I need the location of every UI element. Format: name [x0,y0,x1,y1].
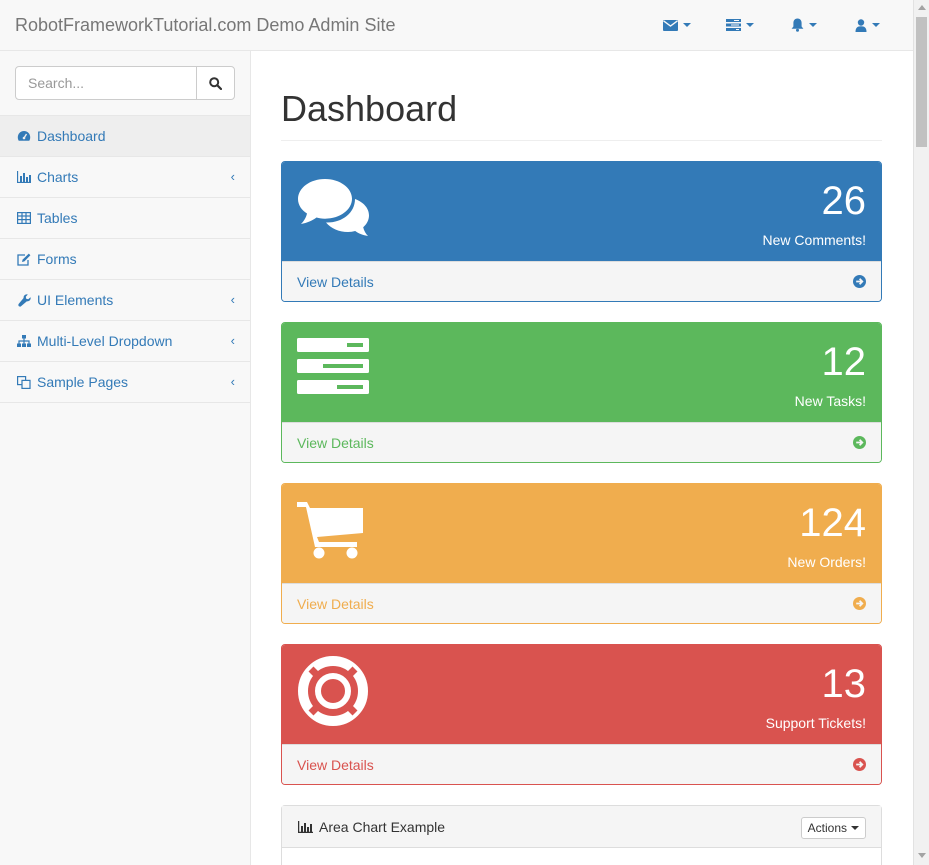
sidebar-item-label: Sample Pages [37,374,129,390]
view-details-link[interactable]: View Details [282,744,881,784]
files-icon [17,375,31,389]
messages-dropdown[interactable] [663,17,691,33]
sidebar-item-label: Forms [37,251,77,267]
bell-icon [791,18,804,32]
chevron-down-icon [809,23,817,27]
comments-panel: 26 New Comments! View Details [281,161,882,302]
view-details-text: View Details [297,756,374,773]
sidebar-item-multi-level-dropdown[interactable]: Multi-Level Dropdown ‹ [0,321,250,362]
arrow-circle-right-icon [853,275,866,288]
page-scrollbar[interactable] [913,0,929,865]
tasks-panel: 12 New Tasks! View Details [281,322,882,463]
sidebar-item-label: Tables [37,210,78,226]
shopping-cart-icon [297,502,363,559]
user-dropdown[interactable] [855,17,880,33]
view-details-text: View Details [297,273,374,290]
page-title: Dashboard [281,88,458,129]
brand-title[interactable]: RobotFrameworkTutorial.com Demo Admin Si… [15,15,396,35]
search-icon [209,76,222,90]
orders-panel: 124 New Orders! View Details [281,483,882,624]
chevron-down-icon [683,23,691,27]
support-label: Support Tickets! [765,715,866,731]
panel-heading: 13 Support Tickets! [282,645,881,744]
comments-icon [298,179,369,236]
tasks-count: 12 [821,340,867,384]
sidebar: Dashboard Charts ‹ [0,51,251,865]
view-details-link[interactable]: View Details [282,422,881,462]
scroll-up-arrow-icon[interactable] [918,5,926,10]
sidebar-item-charts[interactable]: Charts ‹ [0,157,250,198]
sidebar-item-dashboard[interactable]: Dashboard [0,116,250,157]
orders-label: New Orders! [787,554,866,570]
tasks-icon [297,338,369,394]
orders-count: 124 [799,501,866,545]
tasks-dropdown[interactable] [726,17,754,33]
scroll-down-arrow-icon[interactable] [918,853,926,858]
support-panel: 13 Support Tickets! View Details [281,644,882,785]
sidebar-search [15,66,235,100]
view-details-text: View Details [297,595,374,612]
divider [281,140,882,141]
actions-dropdown-button[interactable]: Actions [800,817,866,839]
wrench-icon [17,293,31,307]
tasks-icon [726,19,741,31]
chevron-left-icon: ‹ [230,169,235,184]
chevron-left-icon: ‹ [230,374,235,389]
scroll-thumb[interactable] [916,17,927,147]
sidebar-item-forms[interactable]: Forms [0,239,250,280]
panel-heading: 26 New Comments! [282,162,881,261]
chevron-left-icon: ‹ [230,292,235,307]
chart-panel-heading: Area Chart Example Actions [282,806,881,848]
dashboard-icon [17,129,31,143]
bar-chart-icon [298,820,313,833]
view-details-link[interactable]: View Details [282,261,881,301]
arrow-circle-right-icon [853,758,866,771]
sidebar-nav: Dashboard Charts ‹ [0,115,250,403]
tasks-label: New Tasks! [794,393,866,409]
top-navbar: RobotFrameworkTutorial.com Demo Admin Si… [0,0,913,51]
sidebar-item-label: UI Elements [37,292,114,308]
sidebar-item-ui-elements[interactable]: UI Elements ‹ [0,280,250,321]
panel-heading: 124 New Orders! [282,484,881,583]
bar-chart-icon [17,170,31,184]
chevron-down-icon [872,23,880,27]
sidebar-item-sample-pages[interactable]: Sample Pages ‹ [0,362,250,403]
comments-label: New Comments! [762,232,866,248]
arrow-circle-right-icon [853,597,866,610]
chart-panel-title: Area Chart Example [319,818,446,835]
chevron-down-icon [851,826,859,830]
envelope-icon [663,19,678,31]
alerts-dropdown[interactable] [791,17,817,33]
panel-heading: 12 New Tasks! [282,323,881,422]
arrow-circle-right-icon [853,436,866,449]
sitemap-icon [17,334,31,348]
support-icon [298,656,368,726]
sidebar-item-label: Dashboard [37,128,106,144]
sidebar-item-label: Charts [37,169,79,185]
search-input[interactable] [15,66,197,100]
edit-icon [17,252,31,266]
view-details-link[interactable]: View Details [282,583,881,623]
user-icon [855,18,867,32]
comments-count: 26 [821,179,867,223]
sidebar-item-tables[interactable]: Tables [0,198,250,239]
chevron-down-icon [746,23,754,27]
actions-label: Actions [807,821,847,835]
table-icon [17,211,31,225]
chevron-left-icon: ‹ [230,333,235,348]
sidebar-item-label: Multi-Level Dropdown [37,333,173,349]
support-count: 13 [821,662,867,706]
area-chart-panel: Area Chart Example Actions [281,805,882,865]
view-details-text: View Details [297,434,374,451]
search-button[interactable] [196,66,235,100]
